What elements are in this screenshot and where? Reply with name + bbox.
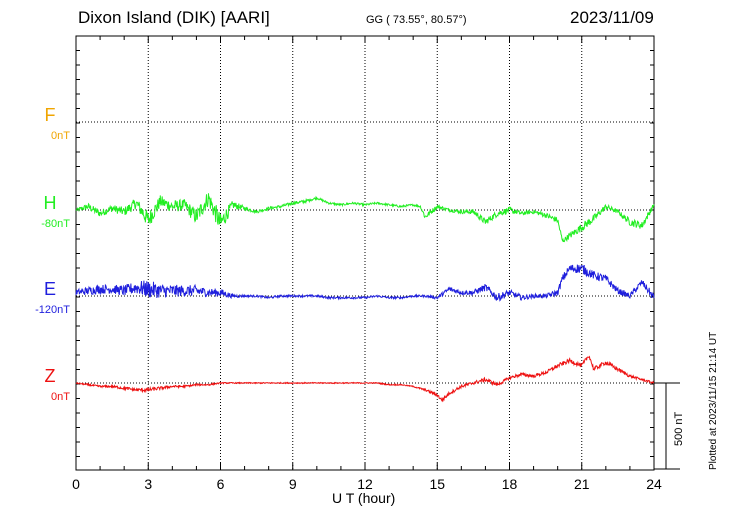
x-tick-label: 9 [289,476,297,492]
component-e-baseline-label: -120nT [35,304,70,316]
component-e-trace [75,264,655,302]
x-tick-label: 6 [217,476,225,492]
x-tick-label: 21 [574,476,590,492]
component-z-letter: Z [45,366,56,386]
x-tick-label: 3 [144,476,152,492]
component-z-baseline-label: 0nT [51,391,70,403]
plot-date: 2023/11/09 [570,8,654,27]
component-e-letter: E [44,279,56,299]
component-h-trace [75,193,655,243]
x-tick-label: 18 [502,476,518,492]
x-tick-label: 12 [357,476,373,492]
plotted-timestamp: Plotted at 2023/11/15 21:14 UT [708,331,719,470]
x-tick-label: 24 [646,476,662,492]
x-axis-label: U T (hour) [332,490,396,506]
component-z-trace [75,355,655,403]
component-f-letter: F [45,105,56,125]
x-tick-label: 0 [72,476,80,492]
x-tick-label: 15 [429,476,445,492]
component-h-letter: H [44,193,57,213]
component-h-baseline-label: -80nT [41,218,70,230]
scale-bar-label: 500 nT [673,411,685,446]
geographic-coordinates: GG ( 73.55°, 80.57°) [366,14,467,26]
station-title: Dixon Island (DIK) [AARI] [78,8,270,27]
component-f-baseline-label: 0nT [51,130,70,142]
